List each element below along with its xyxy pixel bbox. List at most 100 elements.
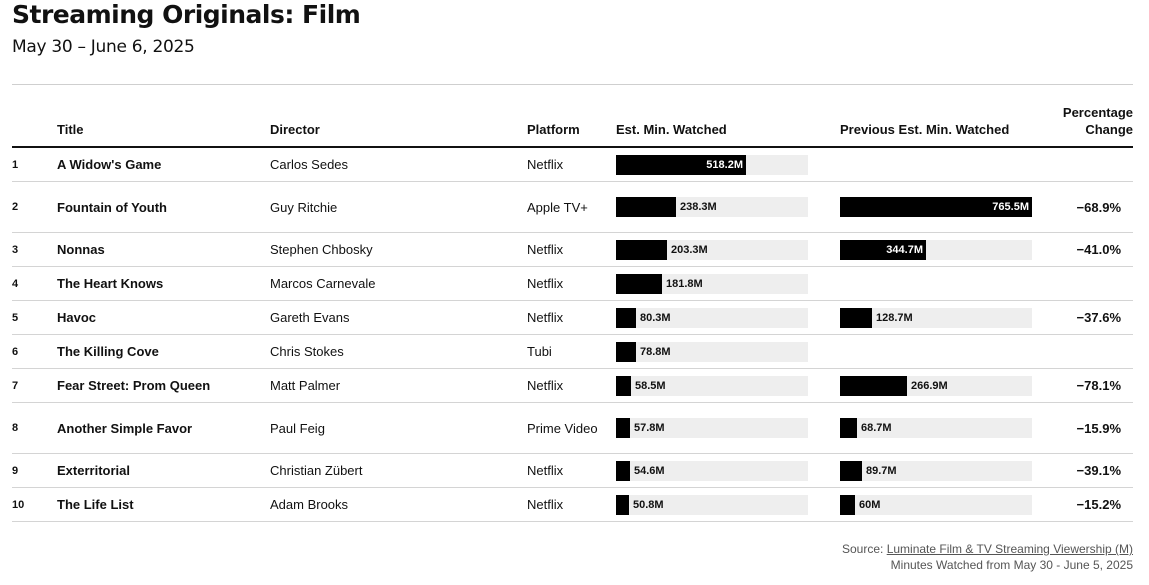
rank: 6 <box>12 345 19 358</box>
prev-bar <box>840 375 907 396</box>
table-row: 9 Exterritorial Christian Zübert Netflix 54.… <box>12 454 1133 488</box>
est-bar <box>616 239 667 260</box>
platform: Netflix <box>527 463 564 478</box>
rank: 1 <box>12 158 19 171</box>
est-bar <box>616 307 636 328</box>
director: Chris Stokes <box>270 344 344 359</box>
header-pct-line2: Change <box>1085 122 1133 137</box>
est-bar-track: 80.3M <box>616 307 808 328</box>
prev-bar-track: 765.5M <box>840 197 1032 217</box>
prev-value-label: 344.7M <box>886 243 923 256</box>
table-row: 7 Fear Street: Prom Queen Matt Palmer Netfl… <box>12 369 1133 403</box>
platform: Netflix <box>527 242 564 257</box>
film-title: Another Simple Favor <box>57 420 193 436</box>
percentage-change: −37.6% <box>1076 310 1121 325</box>
header-platform: Platform <box>527 122 580 137</box>
header-previous-est-min-watched: Previous Est. Min. Watched <box>840 122 1010 137</box>
table-row: 3 Nonnas Stephen Chbosky Netflix 203.3M 344.7… <box>12 233 1133 267</box>
percentage-change: −15.2% <box>1076 497 1121 512</box>
prev-bar-track: 89.7M <box>840 460 1032 481</box>
est-bar <box>616 460 630 481</box>
est-bar-track: 181.8M <box>616 273 808 294</box>
percentage-change: −41.0% <box>1076 242 1121 257</box>
source-prefix: Source: <box>841 542 887 556</box>
director: Adam Brooks <box>270 497 349 512</box>
est-value-label: 78.8M <box>640 345 671 358</box>
rank: 3 <box>12 243 19 256</box>
prev-bar-track: 128.7M <box>840 307 1032 328</box>
chart-subtitle: May 30 – June 6, 2025 <box>12 37 195 57</box>
table-row: 1 A Widow's Game Carlos Sedes Netflix 518.2M <box>12 148 1133 182</box>
est-bar-track: 78.8M <box>616 341 808 362</box>
est-value-label: 50.8M <box>633 498 664 511</box>
est-bar <box>616 197 676 217</box>
est-value-label: 518.2M <box>706 158 743 171</box>
est-value-label: 238.3M <box>680 201 717 213</box>
prev-bar <box>840 239 926 260</box>
rank: 9 <box>12 464 19 477</box>
director: Christian Zübert <box>270 463 363 478</box>
prev-bar-track: 68.7M <box>840 418 1032 438</box>
est-bar <box>616 375 631 396</box>
est-value-label: 181.8M <box>666 277 703 290</box>
prev-value-label: 266.9M <box>911 379 948 392</box>
rank: 8 <box>12 422 19 434</box>
director: Guy Ritchie <box>270 199 338 215</box>
prev-bar <box>840 197 1032 217</box>
header-percentage-change: Percentage Change <box>1043 104 1133 138</box>
prev-bar <box>840 418 857 438</box>
prev-bar-track: 266.9M <box>840 375 1032 396</box>
header-pct-line1: Percentage <box>1062 105 1133 120</box>
prev-value-label: 68.7M <box>861 422 892 434</box>
source-link[interactable]: Luminate Film & TV Streaming Viewership … <box>886 542 1133 556</box>
est-bar-track: 54.6M <box>616 460 808 481</box>
prev-value-label: 89.7M <box>866 464 897 477</box>
est-bar-track: 58.5M <box>616 375 808 396</box>
table-row: 10 The Life List Adam Brooks Netflix 50.8M 60… <box>12 488 1133 522</box>
platform: Netflix <box>527 276 564 291</box>
est-value-label: 80.3M <box>640 311 671 324</box>
percentage-change: −39.1% <box>1076 463 1121 478</box>
platform: Netflix <box>527 378 564 393</box>
prev-value-label: 128.7M <box>876 311 913 324</box>
film-title: The Heart Knows <box>57 276 164 291</box>
film-title: Fear Street: Prom Queen <box>57 378 211 393</box>
prev-value-label: 60M <box>859 498 881 511</box>
director: Matt Palmer <box>270 378 341 393</box>
est-bar-track: 50.8M <box>616 494 808 515</box>
platform: Netflix <box>527 310 564 325</box>
est-bar <box>616 341 636 362</box>
header-title: Title <box>57 122 84 137</box>
film-title: The Life List <box>57 497 134 512</box>
film-title: The Killing Cove <box>57 344 159 359</box>
est-value-label: 58.5M <box>635 379 666 392</box>
director: Carlos Sedes <box>270 157 349 172</box>
est-bar <box>616 154 746 175</box>
rank: 5 <box>12 311 19 324</box>
platform: Tubi <box>527 344 552 359</box>
top-divider <box>12 84 1133 85</box>
film-title: Exterritorial <box>57 463 130 478</box>
film-title: Fountain of Youth <box>57 199 167 215</box>
table-row: 8 Another Simple Favor Paul Feig Prime Vide… <box>12 403 1133 454</box>
platform: Netflix <box>527 157 564 172</box>
est-bar <box>616 418 630 438</box>
director: Stephen Chbosky <box>270 242 373 257</box>
header-director: Director <box>270 122 320 137</box>
est-bar <box>616 273 662 294</box>
film-title: Havoc <box>57 310 97 325</box>
director: Marcos Carnevale <box>270 276 376 291</box>
est-value-label: 203.3M <box>671 243 708 256</box>
prev-bar <box>840 494 855 515</box>
prev-bar-track: 344.7M <box>840 239 1032 260</box>
rank: 2 <box>12 201 19 213</box>
rank: 10 <box>12 498 25 511</box>
prev-bar-track: 60M <box>840 494 1032 515</box>
percentage-change: −68.9% <box>1076 199 1121 215</box>
prev-bar <box>840 460 862 481</box>
platform: Apple TV+ <box>527 199 588 215</box>
est-bar-track: 238.3M <box>616 197 808 217</box>
percentage-change: −15.9% <box>1076 420 1121 436</box>
source-date-note: Minutes Watched from May 30 - June 5, 20… <box>890 558 1133 572</box>
director: Paul Feig <box>270 420 325 436</box>
